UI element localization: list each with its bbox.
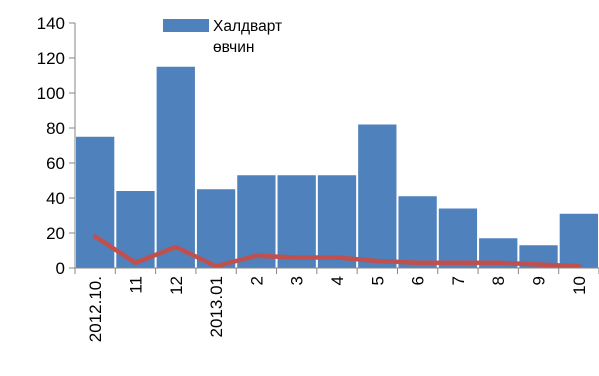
x-tick-label-11: 9 bbox=[530, 276, 549, 285]
x-tick-label-12: 10 bbox=[570, 276, 589, 295]
y-tick-label-140: 140 bbox=[37, 14, 65, 33]
y-tick-label-100: 100 bbox=[37, 84, 65, 103]
x-tick-label-5: 3 bbox=[288, 276, 307, 285]
bar-6 bbox=[317, 175, 357, 268]
y-tick-label-20: 20 bbox=[46, 224, 65, 243]
bar-7 bbox=[358, 124, 397, 268]
legend-swatch bbox=[163, 19, 209, 32]
y-tick-label-80: 80 bbox=[46, 119, 65, 138]
x-tick-label-4: 2 bbox=[247, 276, 266, 285]
series-line bbox=[92, 234, 582, 269]
bar-4 bbox=[237, 175, 276, 268]
bar-12 bbox=[559, 213, 598, 268]
bar-2 bbox=[156, 66, 195, 268]
bar-9 bbox=[438, 208, 478, 268]
x-tick-label-0: 2012.10. bbox=[86, 276, 105, 342]
x-tick-label-1: 11 bbox=[126, 276, 145, 294]
y-tick-label-120: 120 bbox=[37, 49, 65, 68]
y-tick-label-60: 60 bbox=[46, 154, 65, 173]
x-tick-label-9: 7 bbox=[449, 276, 468, 285]
bar-8 bbox=[398, 196, 437, 268]
bar-3 bbox=[196, 189, 236, 268]
legend-label-line1: Халдварт bbox=[213, 18, 282, 35]
x-tick-label-7: 5 bbox=[368, 276, 387, 285]
x-tick-label-8: 6 bbox=[409, 276, 428, 285]
y-tick-label-40: 40 bbox=[46, 189, 65, 208]
line-layer bbox=[92, 234, 582, 269]
x-tick-label-2: 12 bbox=[167, 276, 186, 295]
x-tick-label-6: 4 bbox=[328, 276, 347, 285]
legend-label-line2: өвчин bbox=[213, 39, 254, 56]
y-tick-label-0: 0 bbox=[56, 259, 65, 278]
bar-5 bbox=[277, 175, 316, 268]
x-tick-label-10: 8 bbox=[489, 276, 508, 285]
axes-layer: 0 20 40 60 80 100 120 140 2012.10. 11 12 2013.01 2 3 4… bbox=[37, 14, 599, 342]
x-tick-label-3: 2013.01 bbox=[207, 276, 226, 337]
bars-layer bbox=[76, 66, 598, 268]
bar-0 bbox=[76, 136, 115, 268]
legend: Халдварт өвчин bbox=[163, 18, 282, 56]
